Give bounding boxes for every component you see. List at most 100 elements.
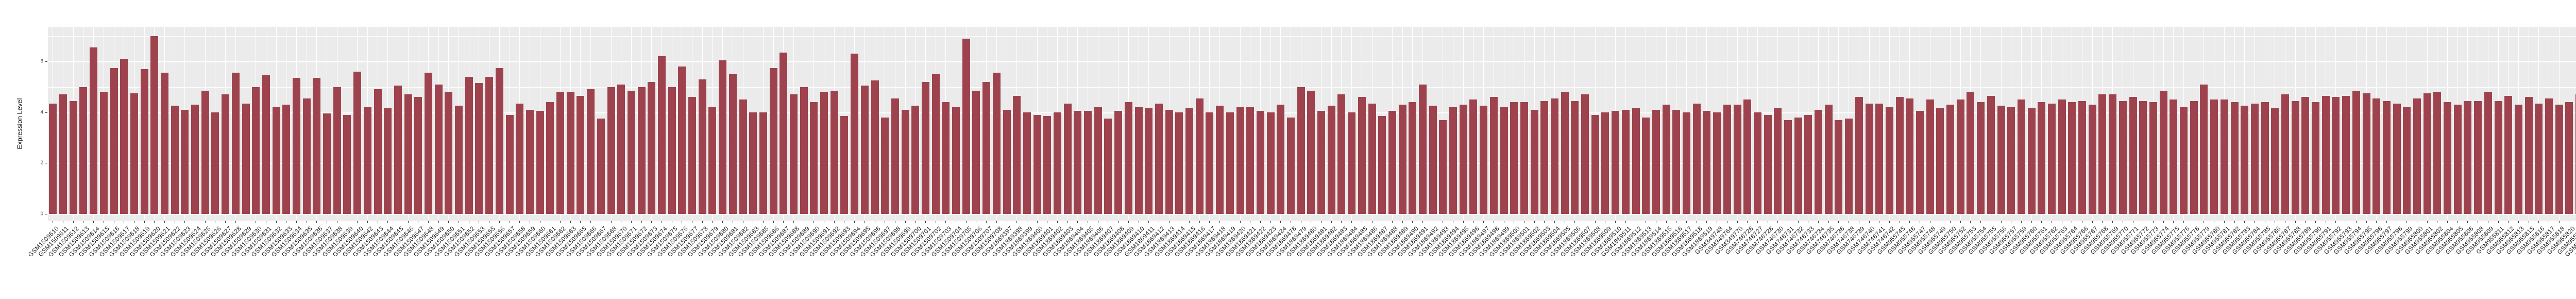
bar-GSM955768 (2098, 94, 2107, 214)
x-tick (1402, 221, 1403, 223)
bar-GSM1509627 (222, 94, 230, 214)
x-tick (1189, 221, 1190, 223)
bar-GSM1869407 (1104, 119, 1112, 214)
bar-GSM1509651 (455, 106, 463, 214)
bar-GSM1869482 (1327, 106, 1335, 214)
bar-GSM1509648 (425, 73, 433, 214)
bar-GSM1509633 (282, 105, 291, 214)
x-tick (2386, 221, 2387, 223)
bar-GSM1869412 (1155, 103, 1163, 214)
bar-GSM1509667 (597, 119, 605, 214)
bar-GSM1869498 (1489, 97, 1498, 214)
x-tick (1168, 221, 1170, 223)
bar-GSM955767 (2088, 105, 2096, 214)
x-tick (2234, 221, 2235, 223)
x-tick (235, 221, 236, 223)
x-tick (1037, 221, 1038, 223)
bar-GSM955754 (1977, 102, 1985, 214)
x-tick (1219, 221, 1221, 223)
bar-GSM746740 (1865, 103, 1873, 214)
bar-GSM1869509 (1601, 112, 1609, 214)
bar-GSM1869500 (1510, 102, 1518, 214)
bar-GSM1509622 (171, 106, 179, 214)
x-tick (499, 221, 500, 223)
bar-GSM1509670 (617, 84, 625, 214)
x-tick (1077, 221, 1078, 223)
x-tick (854, 221, 855, 223)
bar-GSM1869402 (1054, 112, 1062, 214)
bar-GSM1869411 (1145, 108, 1153, 214)
bar-GSM1509708 (992, 73, 1001, 214)
bar-GSM1509619 (140, 69, 148, 214)
x-tick (1757, 221, 1758, 223)
bar-GSM1869487 (1378, 116, 1386, 214)
x-tick (316, 221, 317, 223)
x-tick (570, 221, 571, 223)
bar-GSM1869399 (1023, 112, 1031, 214)
bar-GSM1509646 (404, 94, 412, 214)
bar-GSM1509645 (394, 86, 402, 214)
bar-GSM1509693 (840, 116, 849, 214)
x-tick (205, 221, 206, 223)
bar-GSM1509685 (759, 112, 767, 214)
bar-GSM1509704 (952, 107, 960, 214)
bar-GSM1509681 (728, 74, 737, 214)
x-tick (905, 221, 906, 223)
x-tick (2366, 221, 2367, 223)
bar-GSM1509647 (414, 97, 422, 214)
x-tick (1574, 221, 1575, 223)
x-tick (2355, 221, 2357, 223)
x-tick (590, 221, 591, 223)
x-tick (1666, 221, 1667, 223)
bar-GSM746736 (1835, 120, 1843, 214)
bar-GSM1509661 (546, 102, 554, 214)
bar-GSM1509650 (445, 92, 453, 214)
x-tick (408, 221, 409, 223)
bar-GSM746741 (1875, 103, 1884, 214)
bar-GSM955755 (1987, 95, 1995, 214)
bar-GSM1509691 (820, 92, 828, 214)
bar-GSM955808 (2474, 101, 2482, 214)
bar-GSM1509642 (363, 107, 371, 214)
bar-GSM955761 (2038, 102, 2046, 214)
bar-GSM1509653 (475, 83, 483, 214)
bar-GSM1509628 (231, 73, 240, 214)
bar-GSM955787 (2281, 94, 2289, 214)
bar-GSM746738 (1845, 119, 1853, 214)
bar-GSM1509620 (150, 36, 159, 214)
x-tick (2406, 221, 2408, 223)
bar-GSM1509611 (59, 94, 67, 214)
bar-GSM1509615 (99, 92, 108, 214)
bar-GSM955790 (2312, 102, 2320, 214)
bar-GSM1509698 (891, 98, 899, 214)
bar-GSM1509679 (708, 107, 717, 214)
x-tick (1067, 221, 1068, 223)
gridline-y-0 (48, 214, 2576, 215)
x-tick (438, 221, 439, 223)
x-tick (1270, 221, 1271, 223)
bar-GSM955779 (2200, 84, 2208, 214)
bar-GSM955748 (1926, 99, 1934, 214)
bar-GSM1509677 (688, 97, 697, 214)
x-tick (1463, 221, 1464, 223)
bar-GSM955805 (2453, 105, 2462, 214)
x-tick (1595, 221, 1596, 223)
bar-GSM1509666 (587, 89, 595, 214)
bar-GSM1509631 (262, 75, 270, 214)
bar-GSM1869519 (1703, 111, 1711, 214)
bar-GSM1869497 (1480, 106, 1488, 214)
bar-GSM955773 (2149, 102, 2157, 214)
bar-GSM955749 (1936, 108, 1944, 214)
x-tick (2295, 221, 2296, 223)
bar-GSM955778 (2190, 101, 2198, 214)
bar-GSM746727 (1753, 112, 1761, 214)
bar-GSM1509683 (749, 112, 757, 214)
bar-GSM1509662 (556, 92, 565, 214)
bar-GSM1869510 (1612, 111, 1620, 214)
bar-GSM955792 (2332, 97, 2340, 214)
bar-GSM1869410 (1134, 107, 1143, 214)
bar-GSM955745 (1895, 97, 1904, 214)
x-tick (2508, 221, 2509, 223)
bar-GSM1869492 (1429, 106, 1437, 214)
x-tick (276, 221, 277, 223)
